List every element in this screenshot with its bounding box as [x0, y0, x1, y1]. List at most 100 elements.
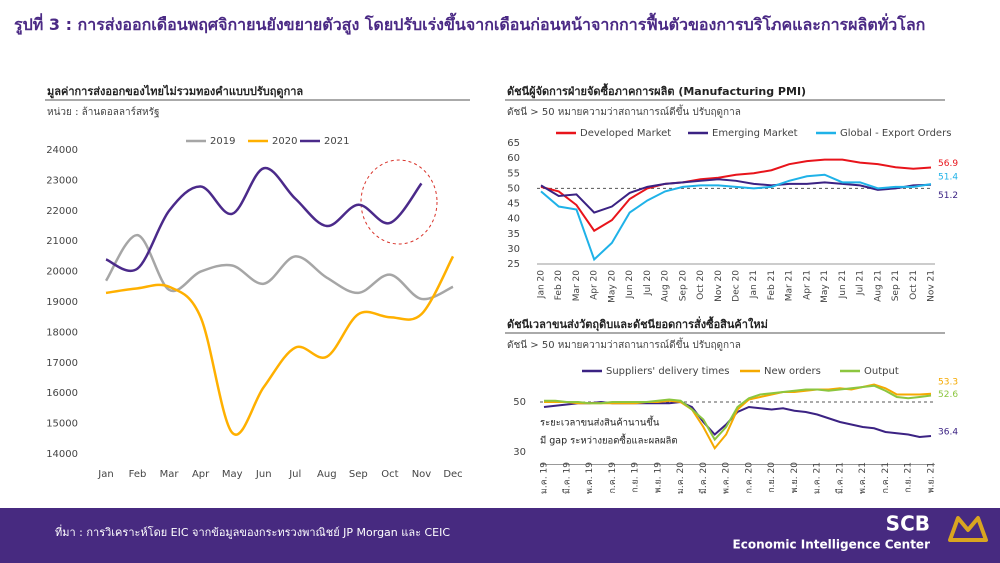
series-line	[540, 158, 932, 233]
x-tick-label: ม.ค. 20	[676, 462, 686, 494]
x-tick-label: Apr 21	[802, 270, 812, 300]
chart-title: มูลค่าการส่งออกของไทยไม่รวมทองคำแบบปรับฤ…	[47, 84, 303, 99]
x-tick-label: May 20	[607, 270, 617, 303]
x-tick-label: Mar	[160, 469, 180, 480]
legend-label: Output	[864, 366, 899, 377]
x-tick-label: Feb 21	[767, 270, 777, 300]
legend-label: New orders	[764, 366, 821, 377]
y-tick-label: 19000	[46, 297, 78, 308]
y-tick-label: 21000	[46, 236, 78, 247]
page-title: รูปที่ 3 : การส่งออกเดือนพฤศจิกายนยังขยา…	[14, 15, 926, 34]
y-tick-label: 35	[507, 229, 520, 240]
y-tick-label: 50	[513, 397, 526, 408]
x-tick-label: Oct 21	[909, 270, 919, 300]
series-line	[104, 233, 454, 301]
y-tick-label: 15000	[46, 419, 78, 430]
legend-label: Suppliers' delivery times	[606, 366, 729, 377]
chart-title: ดัชนีผู้จัดการฝ่ายจัดซื้อภาคการผลิต (Man…	[507, 83, 806, 99]
x-tick-label: ก.ย. 20	[767, 462, 777, 493]
x-tick-label: Mar 21	[785, 270, 795, 301]
end-label: 56.9	[938, 159, 958, 169]
x-tick-label: มี.ค. 20	[698, 462, 709, 494]
source: ที่มา : การวิเคราะห์โดย EIC จากข้อมูลของ…	[55, 524, 450, 539]
y-tick-label: 30	[513, 447, 526, 458]
legend-label: Developed Market	[580, 128, 671, 139]
y-tick-label: 24000	[46, 145, 78, 156]
chart-title: ดัชนีเวลาขนส่งวัตถุดิบและดัชนียอดการสั่ง…	[507, 316, 768, 332]
x-tick-label: พ.ค. 19	[585, 462, 595, 494]
chart-subtitle: หน่วย : ล้านดอลลาร์สหรัฐ	[47, 106, 160, 118]
highlight-circle	[360, 159, 438, 245]
end-label: 52.6	[938, 390, 958, 400]
x-tick-label: Jul	[288, 469, 301, 480]
x-tick-label: พ.ค. 20	[722, 462, 732, 494]
x-tick-label: Feb	[129, 469, 147, 480]
x-tick-label: Sep 20	[678, 270, 688, 302]
y-tick-label: 22000	[46, 206, 78, 217]
legend-label: Global - Export Orders	[840, 128, 951, 139]
x-tick-label: May 21	[820, 270, 830, 303]
end-label: 51.2	[938, 191, 958, 201]
x-tick-label: Oct	[381, 469, 398, 480]
x-tick-label: ก.ย. 21	[904, 462, 914, 493]
x-tick-label: Nov 20	[714, 270, 724, 302]
x-tick-label: Jun 21	[838, 270, 848, 299]
annotation: ระยะเวลาขนส่งสินค้านานขึ้น	[540, 416, 660, 429]
x-tick-label: Aug 21	[873, 270, 883, 302]
y-tick-label: 55	[507, 168, 520, 179]
y-tick-label: 17000	[46, 358, 78, 369]
x-tick-label: Dec 20	[732, 270, 742, 302]
x-tick-label: ก.ค. 21	[881, 462, 891, 494]
chart-subtitle: ดัชนี > 50 หมายความว่าสถานการณ์ดีขึ้น ปร…	[507, 104, 741, 118]
x-tick-label: Jun	[255, 469, 272, 480]
logo-name: SCB	[886, 512, 930, 536]
y-tick-label: 25	[507, 259, 520, 270]
x-tick-label: มี.ค. 21	[834, 462, 845, 494]
x-tick-label: พ.ย. 20	[790, 462, 800, 494]
y-tick-label: 50	[507, 183, 520, 194]
x-tick-label: Oct 20	[696, 270, 706, 300]
x-tick-label: Aug 20	[661, 270, 671, 302]
x-tick-label: พ.ย. 21	[927, 462, 937, 493]
x-tick-label: Nov	[412, 469, 432, 480]
x-tick-label: ม.ค. 21	[813, 462, 823, 494]
x-tick-label: Aug	[317, 469, 337, 480]
legend-label: Emerging Market	[712, 128, 798, 139]
x-tick-label: Dec	[443, 469, 462, 480]
y-tick-label: 14000	[46, 449, 78, 460]
y-tick-label: 23000	[46, 175, 78, 186]
x-tick-label: ก.ย. 19	[631, 462, 641, 493]
x-tick-label: Jan 20	[537, 270, 547, 299]
x-tick-label: Nov 21	[927, 270, 937, 302]
x-tick-label: ก.ค. 20	[744, 462, 754, 494]
y-tick-label: 40	[507, 214, 520, 225]
end-label: 36.4	[938, 428, 958, 438]
y-tick-label: 16000	[46, 388, 78, 399]
x-tick-label: ม.ค. 19	[540, 462, 550, 494]
y-tick-label: 18000	[46, 327, 78, 338]
series-line	[544, 384, 932, 442]
y-tick-label: 20000	[46, 267, 78, 278]
x-tick-label: มี.ค. 19	[561, 462, 572, 494]
footer	[0, 508, 1000, 563]
x-tick-label: พ.ค. 21	[858, 462, 868, 494]
series-line	[105, 255, 455, 436]
x-tick-label: Sep	[349, 469, 368, 480]
logo-icon	[948, 516, 988, 542]
x-tick-label: Feb 20	[554, 270, 564, 301]
legend-label: 2020	[272, 136, 297, 147]
x-tick-label: พ.ย. 19	[653, 462, 663, 494]
x-tick-label: ก.ค. 19	[608, 462, 618, 494]
logo-subtitle: Economic Intelligence Center	[733, 538, 931, 552]
x-tick-label: Jul 20	[643, 270, 653, 296]
y-tick-label: 45	[507, 199, 520, 210]
y-tick-label: 30	[507, 244, 520, 255]
x-tick-label: May	[222, 469, 243, 480]
x-tick-label: Jun 20	[625, 270, 635, 300]
x-tick-label: Jan 21	[749, 270, 759, 299]
y-tick-label: 60	[507, 153, 520, 164]
annotation: มี gap ระหว่างยอดซื้อและผลผลิต	[540, 434, 678, 447]
y-tick-label: 65	[507, 138, 520, 149]
